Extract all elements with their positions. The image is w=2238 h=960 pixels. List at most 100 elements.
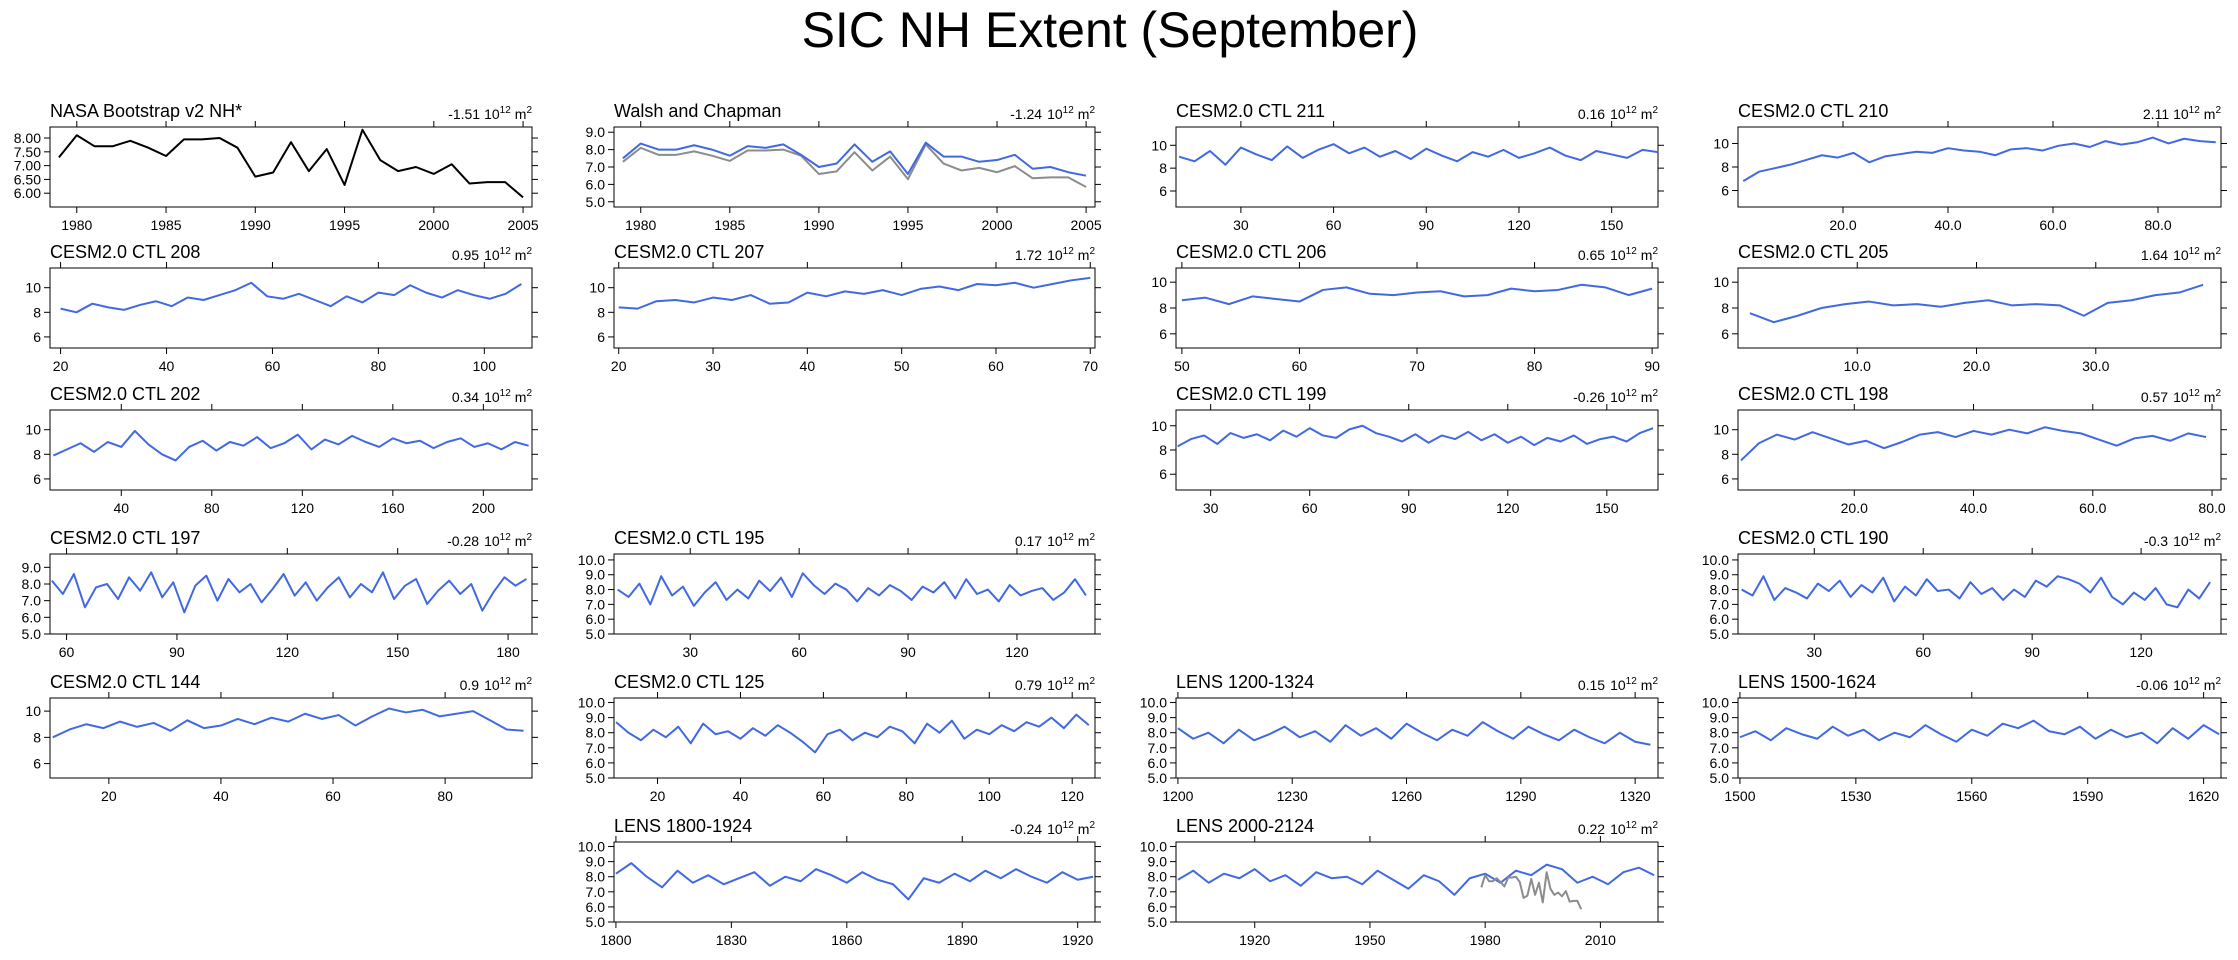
- series-line: [1177, 424, 1654, 448]
- y-tick-label: 8: [1721, 300, 1729, 316]
- x-tick-label: 60: [791, 644, 807, 660]
- x-tick-label: 80: [437, 788, 453, 804]
- y-tick-label: 9.0: [1148, 854, 1168, 870]
- trend-unit: m: [2204, 533, 2216, 549]
- trend-label: 0.57 1012 m2: [2141, 388, 2222, 405]
- y-tick-label: 8.0: [1148, 869, 1168, 885]
- series-line: [52, 707, 524, 739]
- y-tick-label: 9.0: [1710, 710, 1730, 726]
- trend-scale: 10: [1047, 677, 1063, 693]
- x-tick-label: 1620: [2188, 788, 2219, 804]
- trend-scale-exponent: 12: [500, 388, 512, 399]
- series-line: [622, 143, 1087, 188]
- panel-title: CESM2.0 CTL 125: [614, 672, 764, 692]
- trend-label: 0.16 1012 m2: [1578, 105, 1659, 122]
- x-tick-label: 40: [159, 358, 175, 374]
- trend-scale: 10: [1610, 389, 1626, 405]
- trend-scale-exponent: 12: [1063, 676, 1075, 687]
- y-tick-label: 8.0: [1710, 582, 1730, 598]
- x-tick-label: 120: [291, 500, 315, 516]
- trend-unit: m: [1641, 389, 1653, 405]
- series-line: [617, 572, 1087, 607]
- y-tick-label: 8: [33, 304, 41, 320]
- trend-scale: 10: [1047, 247, 1063, 263]
- y-tick-label: 8.0: [586, 582, 606, 598]
- trend-value: 0.34: [452, 389, 479, 405]
- trend-unit: m: [2204, 677, 2216, 693]
- trend-unit: m: [515, 533, 527, 549]
- y-tick-label: 5.0: [586, 914, 606, 930]
- y-tick-label: 9.0: [586, 710, 606, 726]
- y-tick-label: 10.0: [578, 839, 605, 855]
- x-tick-label: 20.0: [1963, 358, 1990, 374]
- x-tick-label: 2000: [418, 217, 449, 233]
- x-tick-label: 30.0: [2082, 358, 2109, 374]
- trend-label: -1.24 1012 m2: [1010, 105, 1095, 122]
- x-tick-label: 120: [2129, 644, 2153, 660]
- y-tick-label: 10: [25, 280, 41, 296]
- trend-label: 0.15 1012 m2: [1578, 676, 1659, 693]
- trend-scale: 10: [1047, 533, 1063, 549]
- x-tick-label: 50: [1174, 358, 1190, 374]
- x-tick-label: 40.0: [1934, 217, 1961, 233]
- y-tick-label: 8: [1159, 442, 1167, 458]
- x-tick-label: 20: [53, 358, 69, 374]
- x-tick-label: 60: [265, 358, 281, 374]
- y-tick-label: 7.50: [14, 144, 41, 160]
- trend-unit-exponent: 2: [2215, 388, 2221, 399]
- plot-frame: [49, 553, 533, 635]
- trend-scale: 10: [484, 106, 500, 122]
- x-tick-label: 1320: [1620, 788, 1651, 804]
- panel-title: CESM2.0 CTL 202: [50, 384, 200, 404]
- trend-label: 1.72 1012 m2: [1015, 246, 1096, 263]
- x-tick-label: 1590: [2072, 788, 2103, 804]
- x-tick-label: 20: [650, 788, 666, 804]
- trend-value: -0.28: [447, 533, 479, 549]
- x-tick-label: 50: [894, 358, 910, 374]
- y-tick-label: 6.0: [586, 176, 606, 192]
- x-tick-label: 2005: [1071, 217, 1102, 233]
- x-tick-label: 120: [1496, 500, 1520, 516]
- panel-title: LENS 1200-1324: [1176, 672, 1314, 692]
- series-line: [58, 128, 524, 199]
- plot-frame: [613, 841, 1096, 923]
- trend-unit-exponent: 2: [526, 532, 532, 543]
- y-tick-label: 6: [33, 756, 41, 772]
- x-tick-label: 10.0: [1844, 358, 1871, 374]
- y-tick-label: 5.0: [1148, 770, 1168, 786]
- series-line: [1749, 283, 2204, 324]
- y-tick-label: 9.0: [586, 567, 606, 583]
- trend-scale: 10: [1610, 106, 1626, 122]
- x-tick-label: 1990: [803, 217, 834, 233]
- trend-value: 0.15: [1578, 677, 1605, 693]
- trend-scale-exponent: 12: [1063, 246, 1075, 257]
- x-tick-label: 1980: [625, 217, 656, 233]
- x-tick-label: 180: [496, 644, 520, 660]
- trend-unit-exponent: 2: [526, 388, 532, 399]
- trend-value: 2.11: [2143, 106, 2169, 122]
- trend-label: -0.24 1012 m2: [1010, 820, 1095, 837]
- trend-scale-exponent: 12: [1063, 532, 1075, 543]
- trend-label: 0.79 1012 m2: [1015, 676, 1096, 693]
- y-tick-label: 7.0: [1710, 596, 1730, 612]
- y-tick-label: 6.00: [14, 185, 41, 201]
- x-tick-label: 150: [1600, 217, 1624, 233]
- trend-unit-exponent: 2: [526, 105, 532, 116]
- panel-title: CESM2.0 CTL 197: [50, 528, 200, 548]
- trend-scale-exponent: 12: [1063, 105, 1075, 116]
- trend-value: 0.9: [460, 677, 480, 693]
- trend-scale: 10: [484, 247, 500, 263]
- trend-unit-exponent: 2: [526, 246, 532, 257]
- y-tick-label: 6.0: [1710, 755, 1730, 771]
- y-tick-label: 10: [1151, 418, 1167, 434]
- y-tick-label: 10.0: [1702, 552, 1729, 568]
- y-tick-label: 10: [25, 422, 41, 438]
- panel: NASA Bootstrap v2 NH* -1.51 1012 m2 6.006.50…: [14, 101, 539, 233]
- y-tick-label: 8.0: [586, 869, 606, 885]
- series-line: [1178, 143, 1659, 166]
- panel-title: NASA Bootstrap v2 NH*: [50, 101, 242, 121]
- y-tick-label: 7.0: [22, 593, 42, 609]
